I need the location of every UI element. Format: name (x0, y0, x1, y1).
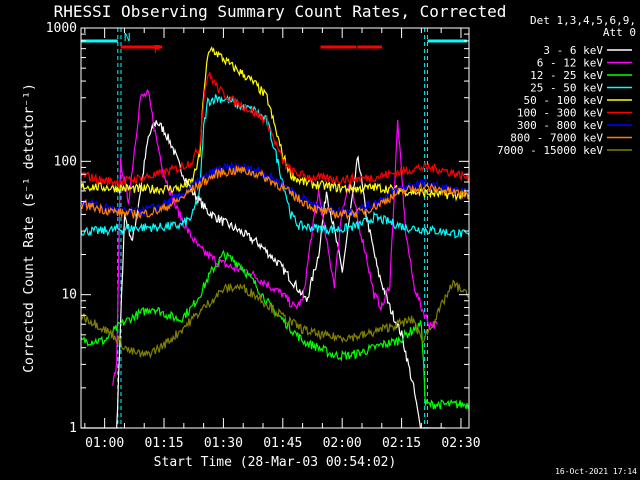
x-tick-label: 02:00 (323, 436, 362, 451)
plot-frame (80, 27, 470, 429)
legend-label: 800 - 7000 keV (510, 132, 603, 145)
series-line (80, 249, 470, 410)
x-tick-label: 02:30 (441, 436, 480, 451)
legend-label: 25 - 50 keV (530, 82, 603, 95)
legend-header: Det 1,3,4,5,6,9, (530, 14, 636, 27)
legend-header: Att 0 (603, 26, 636, 39)
timestamp: 16-Oct-2021 17:14 (555, 467, 637, 476)
x-axis: 01:00 01:15 01:30 01:45 02:00 02:15 02:30 (84, 28, 481, 451)
series-line (80, 94, 470, 239)
y-axis-label: Corrected Count Rate (s⁻¹ detector⁻¹) (22, 83, 37, 373)
y-tick-label: 10 (61, 288, 77, 303)
x-tick-label: 01:45 (263, 436, 302, 451)
x-axis-label: Start Time (28-Mar-03 00:54:02) (154, 455, 397, 470)
x-tick-label: 01:15 (144, 436, 183, 451)
series-line (80, 72, 470, 189)
series-line (80, 165, 470, 221)
y-tick-label: 1 (69, 421, 77, 436)
series-line (80, 279, 470, 360)
legend-label: 7000 - 15000 keV (497, 144, 603, 157)
legend-label: 300 - 800 keV (517, 119, 603, 132)
legend-label: 3 - 6 keV (543, 44, 603, 57)
y-axis: 1 10 100 1000 (46, 21, 469, 436)
chart-title: RHESSI Observing Summary Count Rates, Co… (54, 2, 507, 21)
legend-label: 50 - 100 keV (524, 94, 604, 107)
plot-area (80, 28, 470, 429)
x-tick-label: 01:30 (204, 436, 243, 451)
legend-label: 100 - 300 keV (517, 107, 603, 120)
legend-label: 6 - 12 keV (537, 57, 604, 70)
x-tick-label: 01:00 (85, 436, 124, 451)
flag-label: F (154, 43, 161, 56)
flag-bars: NF (81, 31, 468, 56)
series-line (112, 88, 438, 386)
y-tick-label: 1000 (46, 21, 77, 36)
y-tick-label: 100 (54, 154, 77, 169)
x-tick-label: 02:15 (382, 436, 421, 451)
legend-label: 12 - 25 keV (530, 69, 603, 82)
series-line (80, 161, 470, 218)
flag-label: N (124, 31, 131, 44)
